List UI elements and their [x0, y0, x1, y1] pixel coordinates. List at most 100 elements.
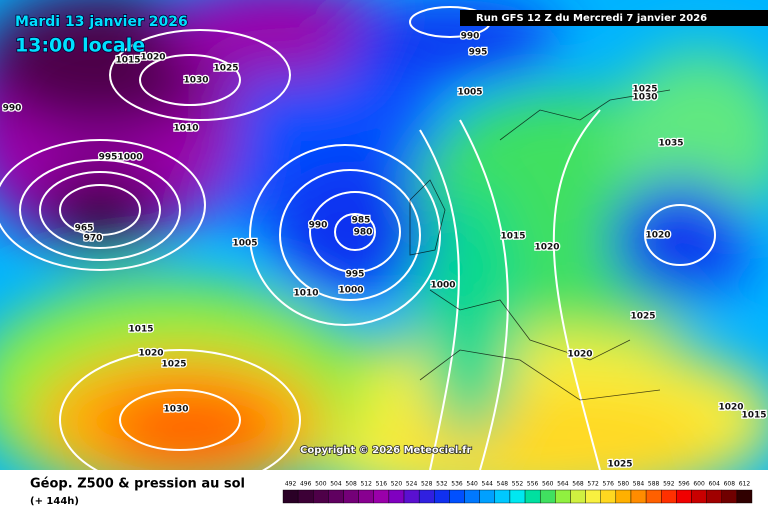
- scale-label: 540: [466, 481, 478, 488]
- scale-label: 560: [542, 481, 554, 488]
- scale-label: 596: [678, 481, 690, 488]
- isobar-label: 1025: [161, 360, 186, 370]
- isobar-label: 1030: [632, 93, 657, 103]
- isobar-label: 970: [84, 234, 103, 244]
- scale-swatch: [464, 489, 480, 504]
- isobar-label: 1005: [457, 88, 482, 98]
- isobar-label: 1020: [645, 231, 670, 241]
- footer-title: Géop. Z500 & pression au sol: [30, 477, 245, 492]
- scale-label: 492: [285, 481, 297, 488]
- isobar-label: 1025: [630, 312, 655, 322]
- run-label: Run GFS 12 Z du Mercredi 7 janvier 2026: [476, 13, 707, 24]
- date-label: Mardi 13 janvier 2026: [15, 14, 188, 30]
- scale-swatch: [434, 489, 450, 504]
- scale-swatch: [615, 489, 632, 504]
- scale-swatch: [721, 489, 738, 504]
- isobar-label: 1035: [658, 139, 683, 149]
- scale-label: 588: [648, 481, 660, 488]
- isobar-label: 1025: [607, 460, 632, 470]
- isobar-label: 990: [461, 32, 480, 42]
- scale-label: 536: [451, 481, 463, 488]
- isobar-label: 1000: [430, 281, 455, 291]
- isobar-label: 1015: [741, 411, 766, 421]
- isobar-label: 1020: [138, 349, 163, 359]
- scale-label: 612: [739, 481, 751, 488]
- isobar-label: 1020: [567, 350, 592, 360]
- scale-swatch: [570, 489, 586, 504]
- isobar-label: 1015: [128, 325, 153, 335]
- scale-label: 564: [557, 481, 569, 488]
- scale-label: 548: [497, 481, 509, 488]
- isobar-label: 1010: [173, 124, 198, 134]
- scale-label: 504: [330, 481, 342, 488]
- isobar-label: 985: [352, 216, 371, 226]
- scale-swatch: [297, 489, 314, 504]
- scale-swatch: [676, 489, 692, 504]
- isobar-label: 1030: [163, 405, 188, 415]
- scale-label: 572: [587, 481, 599, 488]
- scale-label: 528: [421, 481, 433, 488]
- scale-label: 532: [436, 481, 448, 488]
- scale-swatch: [555, 489, 571, 504]
- scale-label: 584: [633, 481, 645, 488]
- scale-label: 592: [663, 481, 675, 488]
- scale-label: 552: [512, 481, 524, 488]
- scale-swatch: [494, 489, 511, 504]
- scale-swatch: [343, 489, 359, 504]
- footer-subtitle: (+ 144h): [30, 496, 79, 507]
- time-label: 13:00 locale: [15, 35, 145, 57]
- isobar-label: 995: [346, 270, 365, 280]
- isobar-label: 1020: [534, 243, 559, 253]
- isobar-label: 995: [469, 48, 488, 58]
- scale-label: 608: [724, 481, 736, 488]
- scale-swatch: [585, 489, 601, 504]
- copyright: Copyright © 2026 Meteociel.fr: [300, 445, 471, 456]
- scale-label: 516: [376, 481, 388, 488]
- scale-swatch: [418, 489, 435, 504]
- isobar-label: 980: [354, 228, 373, 238]
- scale-label: 500: [315, 481, 327, 488]
- scale-label: 520: [391, 481, 403, 488]
- scale-label: 576: [603, 481, 615, 488]
- isobar-label: 1015: [500, 232, 525, 242]
- isobar-label: 1020: [140, 53, 165, 63]
- isobar-label: 990: [309, 221, 328, 231]
- scale-swatch: [706, 489, 722, 504]
- scale-swatch: [600, 489, 617, 504]
- scale-swatch: [403, 489, 420, 504]
- scale-swatch: [509, 489, 526, 504]
- scale-swatch: [661, 489, 677, 504]
- scale-swatch: [645, 489, 662, 504]
- isobar-label: 1005: [232, 239, 257, 249]
- scale-swatch: [373, 489, 390, 504]
- scale-label: 544: [482, 481, 494, 488]
- scale-label: 580: [618, 481, 630, 488]
- isobar-label: 990: [3, 104, 22, 114]
- scale-label: 508: [345, 481, 357, 488]
- scale-swatch: [736, 489, 753, 504]
- scale-swatch: [630, 489, 647, 504]
- run-box: [460, 10, 768, 26]
- scale-swatch: [449, 489, 465, 504]
- scale-label: 568: [572, 481, 584, 488]
- scale-swatch: [691, 489, 707, 504]
- isobar-label: 1025: [632, 85, 657, 95]
- scale-swatch: [282, 489, 299, 504]
- isobar-label: 995: [99, 153, 118, 163]
- isobar-label: 1020: [718, 403, 743, 413]
- scale-label: 496: [300, 481, 312, 488]
- scale-label: 600: [693, 481, 705, 488]
- isobar-label: 1010: [293, 289, 318, 299]
- scale-swatch: [313, 489, 329, 504]
- isobar-label: 965: [75, 224, 94, 234]
- scale-label: 556: [527, 481, 539, 488]
- scale-label: 524: [406, 481, 418, 488]
- isobar-label: 1030: [183, 76, 208, 86]
- isobar-label: 1000: [117, 153, 142, 163]
- scale-swatch: [479, 489, 496, 504]
- isobar-label: 1015: [115, 56, 140, 66]
- scale-label: 604: [708, 481, 720, 488]
